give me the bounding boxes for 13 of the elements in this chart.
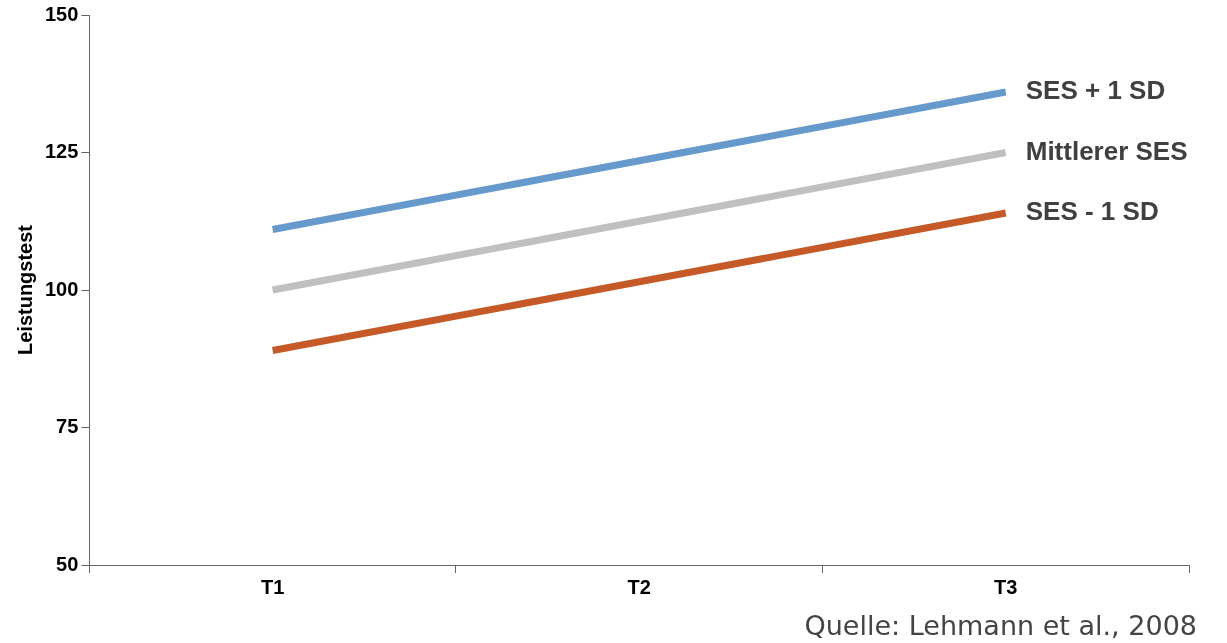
y-tick-label: 50 xyxy=(56,552,79,575)
y-tick-label: 75 xyxy=(56,415,79,438)
y-tick-label: 100 xyxy=(44,277,79,300)
y-tick-label: 125 xyxy=(44,140,79,163)
series-label: Mittlerer SES xyxy=(1025,135,1188,166)
x-tick-label: T3 xyxy=(994,575,1018,598)
series-label: SES + 1 SD xyxy=(1025,75,1166,106)
source-note: Quelle: Lehmann et al., 2008 xyxy=(804,610,1197,641)
x-tick-label: T1 xyxy=(260,575,285,598)
x-tick-label: T2 xyxy=(627,575,651,598)
y-tick-label: 150 xyxy=(44,2,79,25)
y-axis-title: Leistungstest xyxy=(13,224,36,356)
series-label: SES - 1 SD xyxy=(1025,196,1159,227)
